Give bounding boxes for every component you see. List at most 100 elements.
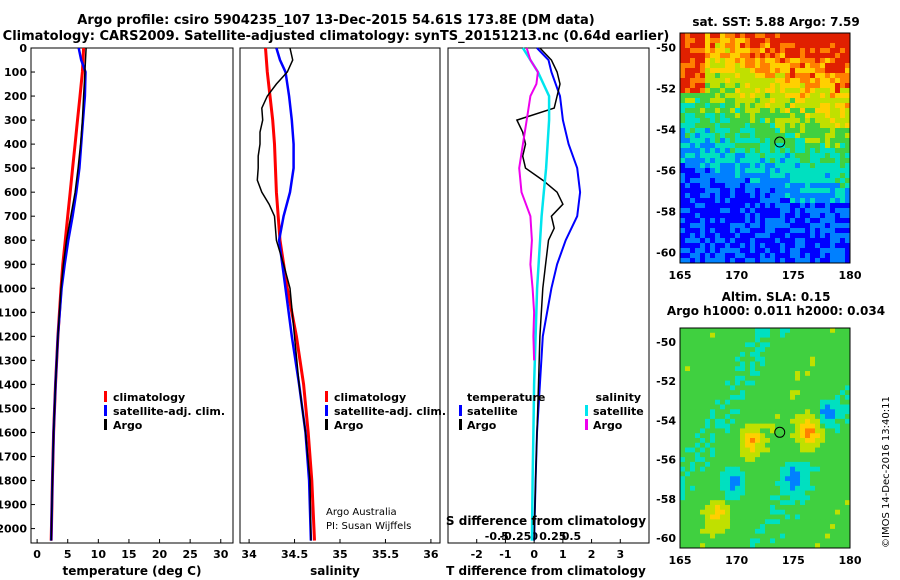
sla-heatmap-cells xyxy=(680,328,851,549)
heatmap-cell xyxy=(775,423,781,429)
heatmap-cell xyxy=(685,178,691,184)
heatmap-cell xyxy=(685,385,691,391)
heatmap-cell xyxy=(720,452,726,458)
heatmap-cell xyxy=(700,328,706,334)
heatmap-cell xyxy=(710,394,716,401)
heatmap-cell xyxy=(710,342,716,348)
heatmap-cell xyxy=(795,213,801,219)
heatmap-cell xyxy=(835,223,841,229)
heatmap-cell xyxy=(795,193,801,199)
heatmap-cell xyxy=(750,248,756,254)
heatmap-cell xyxy=(695,356,701,362)
heatmap-cell xyxy=(815,78,821,84)
heatmap-cell xyxy=(780,248,786,254)
heatmap-cell xyxy=(710,38,716,44)
x-tick-label: 36 xyxy=(423,548,439,561)
heatmap-cell xyxy=(800,457,806,463)
heatmap-cell xyxy=(825,158,831,164)
heatmap-cell xyxy=(695,380,701,386)
heatmap-cell xyxy=(700,428,706,434)
heatmap-cell xyxy=(835,148,841,154)
heatmap-cell xyxy=(845,418,851,425)
heatmap-cell xyxy=(730,351,736,358)
heatmap-cell xyxy=(830,490,836,496)
heatmap-cell xyxy=(735,53,741,59)
map-lat-label: -52 xyxy=(656,375,676,388)
heatmap-cell xyxy=(700,98,706,104)
heatmap-cell xyxy=(720,253,726,259)
heatmap-cell xyxy=(745,418,751,425)
heatmap-cell xyxy=(690,351,696,358)
heatmap-cell xyxy=(835,375,841,382)
heatmap-cell xyxy=(755,163,761,169)
heatmap-cell xyxy=(845,228,851,234)
heatmap-cell xyxy=(820,433,826,439)
heatmap-cell xyxy=(770,423,776,429)
heatmap-cell xyxy=(825,428,831,434)
heatmap-cell xyxy=(785,409,791,415)
heatmap-cell xyxy=(700,356,706,362)
heatmap-cell xyxy=(785,466,791,472)
heatmap-cell xyxy=(785,366,791,372)
heatmap-cell xyxy=(790,148,796,154)
heatmap-cell xyxy=(830,193,836,199)
heatmap-cell xyxy=(800,485,806,492)
heatmap-cell xyxy=(750,243,756,249)
heatmap-cell xyxy=(680,543,686,549)
heatmap-cell xyxy=(735,471,741,477)
heatmap-cell xyxy=(715,133,721,139)
heatmap-cell xyxy=(815,233,821,239)
heatmap-cell xyxy=(710,58,716,64)
heatmap-cell xyxy=(765,452,771,458)
heatmap-cell xyxy=(815,433,821,439)
heatmap-cell xyxy=(740,332,746,338)
heatmap-cell xyxy=(705,198,711,204)
heatmap-cell xyxy=(795,63,801,69)
heatmap-cell xyxy=(790,133,796,139)
heatmap-cell xyxy=(695,409,701,415)
heatmap-cell xyxy=(695,423,701,429)
heatmap-cell xyxy=(785,73,791,79)
heatmap-cell xyxy=(790,248,796,254)
heatmap-cell xyxy=(800,193,806,199)
heatmap-cell xyxy=(755,188,761,194)
heatmap-cell xyxy=(740,485,746,492)
heatmap-cell xyxy=(785,238,791,244)
heatmap-cell xyxy=(745,394,751,401)
heatmap-cell xyxy=(755,438,761,444)
heatmap-cell xyxy=(725,153,731,159)
heatmap-cell xyxy=(700,253,706,259)
heatmap-cell xyxy=(685,148,691,154)
heatmap-cell xyxy=(745,148,751,154)
heatmap-cell xyxy=(760,83,766,89)
heatmap-cell xyxy=(705,342,711,348)
sla-argo-location-marker xyxy=(774,426,786,438)
heatmap-cell xyxy=(710,173,716,179)
heatmap-cell xyxy=(820,332,826,338)
heatmap-cell xyxy=(750,158,756,164)
heatmap-cell xyxy=(805,183,811,189)
heatmap-cell xyxy=(685,371,691,377)
heatmap-cell xyxy=(725,404,731,410)
heatmap-cell xyxy=(720,442,726,448)
heatmap-cell xyxy=(715,461,721,468)
heatmap-cell xyxy=(695,78,701,84)
heatmap-cell xyxy=(815,108,821,114)
heatmap-cell xyxy=(720,213,726,219)
depth-ticks: 0100200300400500600700800900100011001200… xyxy=(0,42,35,536)
heatmap-cell xyxy=(790,38,796,44)
heatmap-cell xyxy=(720,113,726,119)
heatmap-cell xyxy=(780,223,786,229)
heatmap-cell xyxy=(840,543,846,549)
map-lat-label: -50 xyxy=(656,41,676,54)
heatmap-cell xyxy=(840,500,846,506)
heatmap-cell xyxy=(810,258,816,264)
heatmap-cell xyxy=(725,98,731,104)
heatmap-cell xyxy=(800,188,806,194)
heatmap-cell xyxy=(835,466,841,472)
heatmap-cell xyxy=(705,442,711,448)
heatmap-cell xyxy=(785,113,791,119)
heatmap-cell xyxy=(805,98,811,104)
legend-swatch-climatology xyxy=(325,391,328,402)
heatmap-cell xyxy=(685,438,691,444)
